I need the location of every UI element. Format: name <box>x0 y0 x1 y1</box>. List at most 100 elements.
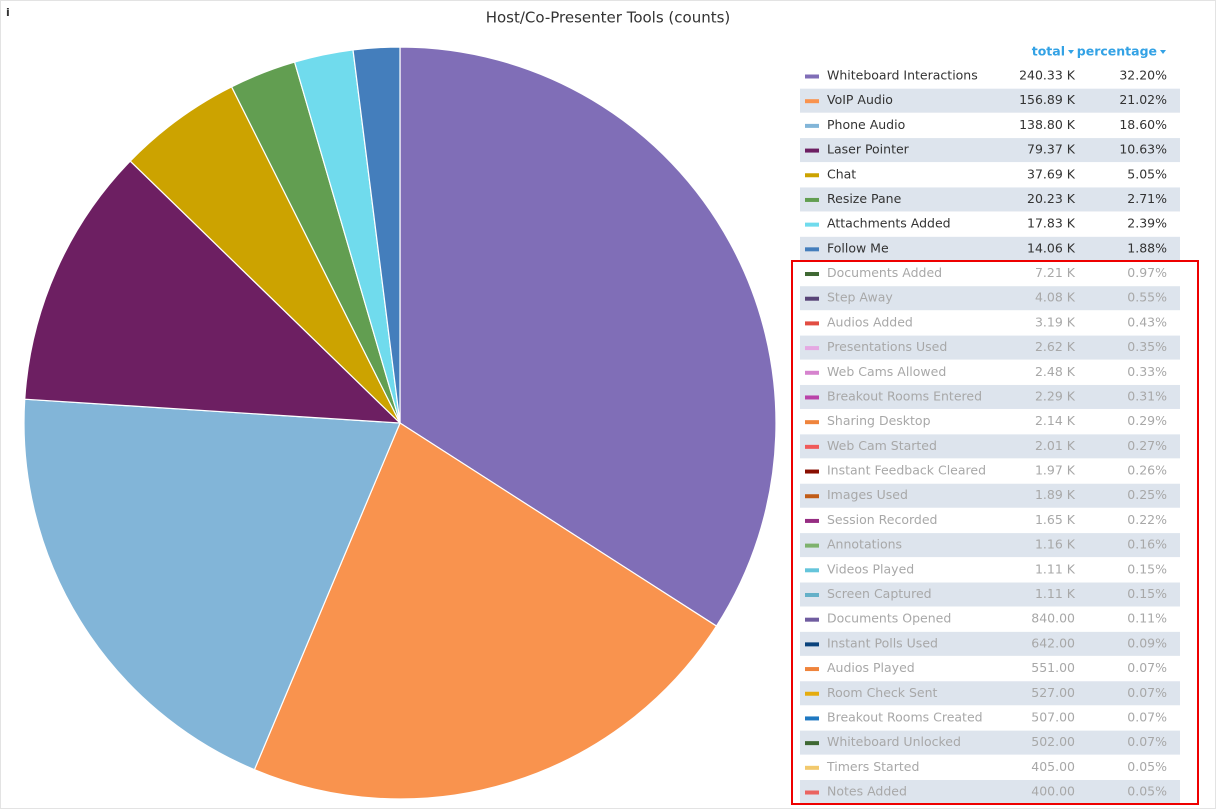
legend-label[interactable]: Whiteboard Interactions <box>827 68 978 83</box>
legend-percentage: 0.05% <box>1127 784 1167 799</box>
legend-swatch <box>805 691 819 696</box>
legend-percentage: 0.07% <box>1127 660 1167 675</box>
highlight-box <box>791 260 1199 805</box>
legend-percentage: 0.35% <box>1127 339 1167 354</box>
pie-slice <box>253 422 718 800</box>
legend-row-bg <box>800 384 1180 409</box>
legend-percentage: 21.02% <box>1119 92 1167 107</box>
legend-percentage: 0.27% <box>1127 438 1167 453</box>
legend-label[interactable]: Step Away <box>827 290 893 305</box>
legend-row-bg <box>800 138 1180 163</box>
legend-swatch <box>805 469 819 474</box>
legend-label[interactable]: Breakout Rooms Entered <box>827 388 982 403</box>
legend-percentage: 18.60% <box>1119 117 1167 132</box>
legend-swatch <box>805 420 819 425</box>
legend-label[interactable]: Breakout Rooms Created <box>827 709 983 724</box>
legend-label[interactable]: Audios Played <box>827 660 915 675</box>
legend-swatch <box>805 148 819 153</box>
legend-percentage: 5.05% <box>1127 166 1167 181</box>
legend-percentage: 0.29% <box>1127 413 1167 428</box>
legend-label[interactable]: Documents Opened <box>827 611 951 626</box>
legend-swatch <box>805 296 819 301</box>
pie-slice <box>352 46 401 424</box>
legend-row-bg <box>800 780 1180 805</box>
legend-swatch <box>805 642 819 647</box>
legend-label[interactable]: Phone Audio <box>827 117 905 132</box>
legend-label[interactable]: Screen Captured <box>827 586 932 601</box>
pie-slice <box>23 398 401 771</box>
legend-label[interactable]: Timers Started <box>826 759 919 774</box>
legend-label[interactable]: Instant Feedback Cleared <box>827 463 986 478</box>
legend-total: 17.83 K <box>1027 216 1076 231</box>
legend-swatch <box>805 247 819 252</box>
legend-label[interactable]: VoIP Audio <box>827 92 893 107</box>
legend-swatch <box>805 444 819 449</box>
legend-swatch <box>805 173 819 178</box>
sort-arrow <box>1068 50 1074 54</box>
legend-label[interactable]: Instant Polls Used <box>827 635 938 650</box>
legend-swatch <box>805 370 819 375</box>
legend-label[interactable]: Annotations <box>827 537 902 552</box>
legend-label[interactable]: Chat <box>827 166 856 181</box>
legend-label[interactable]: Videos Played <box>827 561 914 576</box>
legend-header[interactable]: percentage <box>1077 44 1157 59</box>
legend-percentage: 0.05% <box>1127 759 1167 774</box>
legend-label[interactable]: Attachments Added <box>827 216 951 231</box>
legend-row-bg <box>800 187 1180 212</box>
legend-label[interactable]: Web Cam Started <box>827 438 937 453</box>
legend-swatch <box>805 99 819 104</box>
legend-label[interactable]: Notes Added <box>827 784 907 799</box>
legend-label[interactable]: Follow Me <box>827 240 889 255</box>
legend-total: 1.11 K <box>1035 561 1076 576</box>
legend-percentage: 0.55% <box>1127 290 1167 305</box>
legend-percentage: 10.63% <box>1119 142 1167 157</box>
legend-label[interactable]: Audios Added <box>827 314 913 329</box>
legend-row-bg <box>800 286 1180 311</box>
legend: total percentage Whiteboard Interactions 24… <box>800 44 1180 805</box>
legend-swatch <box>805 716 819 721</box>
legend-total: 2.48 K <box>1035 364 1076 379</box>
legend-total: 79.37 K <box>1027 142 1076 157</box>
info-icon[interactable]: i <box>6 6 10 19</box>
legend-percentage: 0.43% <box>1127 314 1167 329</box>
legend-swatch <box>805 222 819 227</box>
legend-total: 37.69 K <box>1027 166 1076 181</box>
legend-swatch <box>805 741 819 746</box>
legend-total: 240.33 K <box>1019 68 1076 83</box>
legend-total: 2.62 K <box>1035 339 1076 354</box>
legend-label[interactable]: Documents Added <box>827 265 942 280</box>
legend-label[interactable]: Presentations Used <box>827 339 947 354</box>
legend-swatch <box>805 667 819 672</box>
legend-label[interactable]: Session Recorded <box>827 512 937 527</box>
legend-total: 14.06 K <box>1027 240 1076 255</box>
legend-percentage: 0.31% <box>1127 388 1167 403</box>
legend-label[interactable]: Sharing Desktop <box>827 413 931 428</box>
legend-header[interactable]: total <box>1032 44 1065 59</box>
legend-label[interactable]: Images Used <box>827 487 908 502</box>
legend-total: 3.19 K <box>1035 314 1076 329</box>
sort-arrow <box>1160 50 1166 54</box>
legend-label[interactable]: Whiteboard Unlocked <box>827 734 961 749</box>
legend-row-bg <box>800 434 1180 459</box>
legend-percentage: 0.15% <box>1127 561 1167 576</box>
legend-row-bg <box>800 335 1180 360</box>
legend-total: 138.80 K <box>1019 117 1076 132</box>
legend-swatch <box>805 346 819 351</box>
legend-label[interactable]: Laser Pointer <box>827 142 910 157</box>
legend-row-bg <box>800 236 1180 261</box>
legend-label[interactable]: Room Check Sent <box>827 685 938 700</box>
legend-total: 1.11 K <box>1035 586 1076 601</box>
legend-total: 527.00 <box>1031 685 1075 700</box>
legend-percentage: 0.22% <box>1127 512 1167 527</box>
legend-total: 156.89 K <box>1019 92 1076 107</box>
legend-swatch <box>805 197 819 202</box>
legend-percentage: 0.09% <box>1127 635 1167 650</box>
pie-slice <box>399 46 777 627</box>
legend-percentage: 0.07% <box>1127 709 1167 724</box>
legend-label[interactable]: Resize Pane <box>827 191 902 206</box>
legend-total: 1.16 K <box>1035 537 1076 552</box>
legend-row-bg <box>800 631 1180 656</box>
legend-total: 405.00 <box>1031 759 1075 774</box>
legend-swatch <box>805 272 819 277</box>
legend-label[interactable]: Web Cams Allowed <box>827 364 946 379</box>
